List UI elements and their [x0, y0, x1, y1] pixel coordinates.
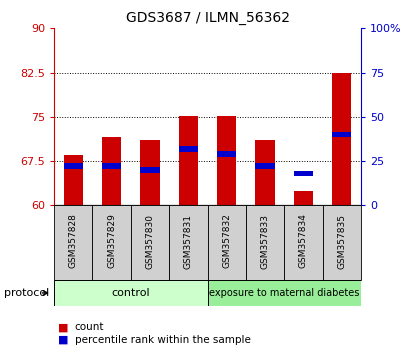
Bar [294, 171, 313, 176]
Text: GSM357830: GSM357830 [145, 213, 154, 268]
Bar [140, 141, 159, 205]
Text: GSM357829: GSM357829 [107, 213, 116, 268]
Bar [54, 205, 92, 280]
Text: GSM357833: GSM357833 [261, 213, 270, 268]
Text: GSM357834: GSM357834 [299, 213, 308, 268]
Bar [323, 205, 361, 280]
Text: percentile rank within the sample: percentile rank within the sample [75, 335, 251, 345]
Bar [332, 132, 352, 137]
Bar [208, 280, 361, 306]
Bar [179, 146, 198, 152]
Bar [256, 141, 275, 205]
Bar [179, 116, 198, 205]
Bar [217, 151, 236, 157]
Bar [294, 190, 313, 205]
Bar [54, 280, 208, 306]
Bar [140, 167, 159, 173]
Bar [284, 205, 323, 280]
Text: GSM357835: GSM357835 [337, 213, 347, 268]
Text: exposure to maternal diabetes: exposure to maternal diabetes [209, 288, 359, 298]
Bar [131, 205, 169, 280]
Bar [246, 205, 284, 280]
Text: ■: ■ [58, 335, 68, 345]
Bar [63, 164, 83, 169]
Text: GSM357828: GSM357828 [68, 213, 78, 268]
Text: control: control [111, 288, 150, 298]
Bar [93, 205, 131, 280]
Text: GDS3687 / ILMN_56362: GDS3687 / ILMN_56362 [125, 11, 290, 25]
Text: GSM357831: GSM357831 [184, 213, 193, 268]
Bar [208, 205, 246, 280]
Bar [102, 137, 121, 205]
Bar [169, 205, 208, 280]
Text: protocol: protocol [4, 288, 49, 298]
Bar [217, 116, 236, 205]
Text: count: count [75, 322, 104, 332]
Text: GSM357832: GSM357832 [222, 213, 231, 268]
Bar [332, 73, 352, 205]
Bar [256, 164, 275, 169]
Text: ■: ■ [58, 322, 68, 332]
Bar [102, 164, 121, 169]
Bar [63, 155, 83, 205]
